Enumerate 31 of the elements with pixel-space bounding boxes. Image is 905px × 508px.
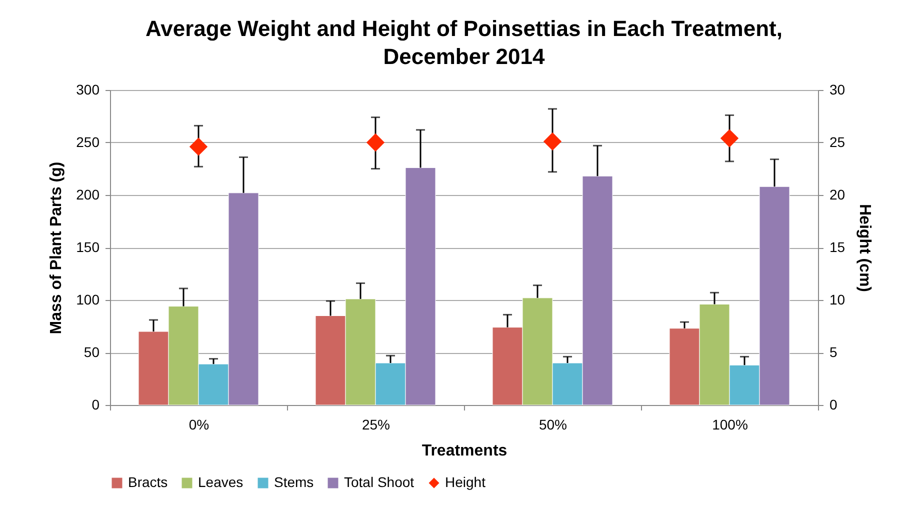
point (720, 129, 739, 148)
y-tick-label: 100 (76, 292, 100, 308)
x-tick-label: 100% (712, 416, 748, 432)
legend-label: Height (445, 474, 486, 490)
legend-label: Leaves (198, 474, 244, 490)
x-tick-label: 0% (188, 416, 210, 432)
y2-tick-label: 20 (830, 186, 846, 202)
chart-title: Average Weight and Height of Poinsettias in Each Treatment, December 2014 (146, 16, 782, 69)
x-axis-title: Treatments (422, 442, 508, 460)
x-tick-label: 25% (362, 416, 390, 432)
point (366, 133, 385, 152)
y2-tick-label: 0 (830, 396, 838, 412)
legend-label: Total Shoot (344, 474, 414, 490)
y2-tick-label: 30 (830, 82, 846, 98)
y-tick-label: 300 (76, 82, 100, 98)
point (543, 132, 562, 151)
y-tick-label: 0 (92, 396, 100, 412)
point (189, 138, 208, 156)
legend-label: Bracts (128, 474, 168, 490)
y-axis-title: Mass of Plant Parts (g) (48, 162, 66, 334)
y-tick-label: 50 (84, 344, 100, 360)
x-tick-label: 50% (538, 416, 568, 432)
y-tick-label: 150 (76, 239, 100, 255)
y-tick-label: 200 (76, 186, 100, 202)
y2-tick-label: 15 (830, 239, 846, 255)
y-tick-label: 250 (76, 134, 100, 150)
y2-tick-label: 10 (830, 292, 846, 308)
y2-tick-label: 5 (830, 344, 838, 360)
y2-tick-label: 25 (830, 134, 846, 150)
y2-axis-title: Height (cm) (856, 204, 874, 292)
legend-label: Stems (274, 474, 314, 490)
